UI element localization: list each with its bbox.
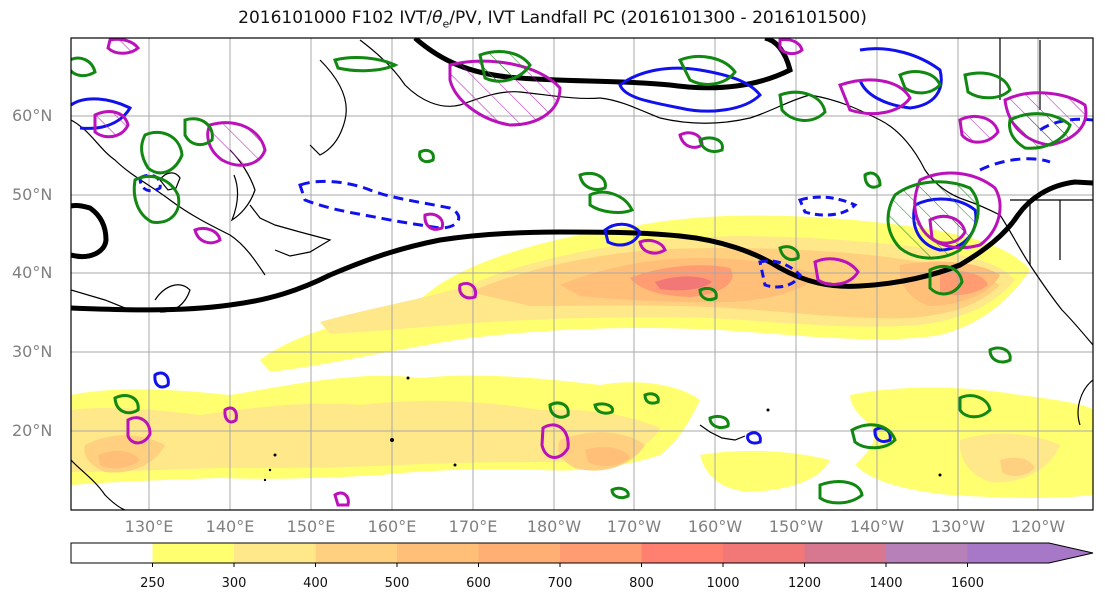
colorbar-extend-arrow [1048, 543, 1093, 563]
colorbar-tick-label: 500 [384, 576, 410, 591]
colorbar-segment [315, 543, 398, 563]
lon-label-140e: 140°E [205, 517, 255, 536]
lat-label-30n: 30°N [12, 342, 53, 361]
colorbar-tick-label: 1400 [869, 576, 903, 591]
lon-label-150w: 150°W [768, 517, 824, 536]
colorbar-tick-label: 250 [140, 576, 165, 591]
figure-title: 2016101000 F102 IVT/θe/PV, IVT Landfall … [238, 8, 867, 31]
lon-label-140w: 140°W [849, 517, 905, 536]
lon-label-160e: 160°E [367, 517, 417, 536]
colorbar-segment [886, 543, 968, 563]
colorbar-segment [152, 543, 235, 563]
colorbar-segment [723, 543, 805, 563]
colorbar-tick-label: 1000 [706, 576, 740, 591]
colorbar-tick-label: 1600 [950, 576, 985, 591]
lon-label-150e: 150°E [286, 517, 336, 536]
map-area [71, 38, 1093, 510]
colorbar-tick-label: 600 [466, 576, 491, 591]
colorbar-tick-label: 400 [303, 576, 328, 591]
lon-label-130w: 130°W [930, 517, 986, 536]
map-gridlines [71, 38, 1093, 510]
colorbar-segment [478, 543, 561, 563]
lat-label-40n: 40°N [12, 263, 53, 282]
colorbar-segment [71, 543, 153, 563]
colorbar-tick-label: 800 [629, 576, 654, 591]
colorbar-outline [70, 542, 1094, 564]
colorbar-segment [234, 543, 316, 563]
lon-label-130e: 130°E [124, 517, 174, 536]
lat-label-50n: 50°N [12, 185, 53, 204]
map-frame [70, 37, 1094, 511]
ivt-shading-south [71, 375, 1093, 499]
lon-label-160w: 160°W [687, 517, 743, 536]
colorbar-tick-label: 1200 [787, 576, 822, 591]
colorbar-tick-label: 700 [547, 576, 573, 591]
lon-label-180w: 180°W [526, 517, 582, 536]
islands [263, 376, 942, 482]
theta-e-contours [71, 50, 1072, 505]
lat-label-20n: 20°N [12, 421, 53, 440]
lon-label-170e: 170°E [448, 517, 498, 536]
colorbar [70, 542, 1094, 567]
colorbar-segment [560, 543, 642, 563]
lon-label-120w: 120°W [1010, 517, 1066, 536]
lon-label-170w: 170°W [606, 517, 662, 536]
colorbar-segment [804, 543, 887, 563]
colorbar-segment [397, 543, 479, 563]
colorbar-tick-label: 300 [221, 576, 247, 591]
lat-label-60n: 60°N [12, 106, 53, 125]
colorbar-segment [641, 543, 724, 563]
colorbar-segment [967, 543, 1050, 563]
